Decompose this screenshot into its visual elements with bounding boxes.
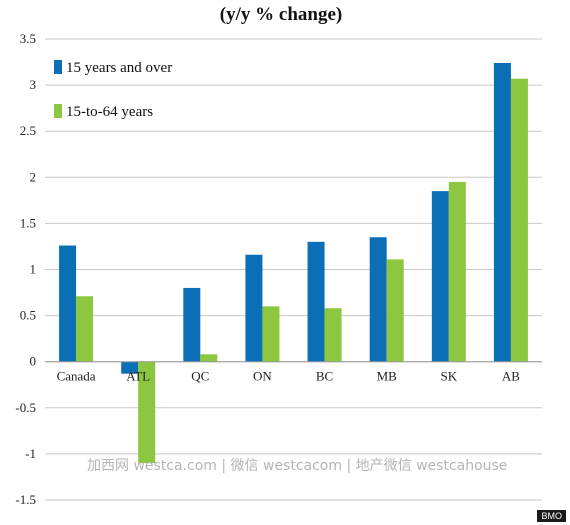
category-label-on: ON: [253, 369, 272, 384]
chart-title: (y/y % change): [220, 4, 342, 25]
bar-15-to-64-years-on: [262, 306, 280, 362]
bar-15-years-and-over-ab: [493, 62, 511, 362]
grid-lines: [45, 38, 542, 501]
legend-label-15-to-64-years: 15-to-64 years: [66, 104, 153, 120]
category-label-mb: MB: [377, 369, 398, 384]
bar-15-to-64-years-bc: [324, 308, 342, 362]
bar-15-to-64-years-qc: [200, 354, 218, 362]
y-tick-label: 3.5: [20, 31, 36, 46]
category-label-sk: SK: [441, 369, 458, 384]
bar-15-to-64-years-sk: [448, 181, 466, 362]
legend-swatch-15-years-and-over: [54, 60, 62, 74]
bar-15-to-64-years-atl: [138, 361, 156, 464]
y-axis-ticks: 3.5 3 2.5 2 1.5 1 0.5 0 -0.5 -1 -1.5: [15, 31, 36, 507]
y-tick-label: 0.5: [20, 308, 36, 323]
source-badge: BMO: [537, 510, 566, 522]
category-label-bc: BC: [316, 369, 333, 384]
y-tick-label: 1.5: [20, 215, 36, 230]
y-tick-label: -1: [25, 446, 36, 461]
y-tick-label: 0: [30, 354, 37, 369]
category-label-canada: Canada: [57, 369, 96, 384]
bar-15-years-and-over-on: [245, 254, 263, 362]
bar-15-to-64-years-ab: [510, 78, 528, 362]
y-tick-label: 2: [30, 169, 37, 184]
y-tick-label: 3: [30, 77, 37, 92]
bar-15-years-and-over-canada: [59, 245, 77, 362]
category-labels: Canada ATL QC ON BC MB SK AB: [57, 369, 521, 384]
bars: [59, 62, 528, 464]
y-tick-label: 2.5: [20, 123, 36, 138]
category-label-atl: ATL: [126, 369, 150, 384]
y-tick-label: 1: [30, 262, 37, 277]
bar-15-years-and-over-mb: [369, 237, 387, 362]
bar-15-years-and-over-bc: [307, 241, 325, 362]
bar-15-years-and-over-qc: [183, 287, 201, 362]
category-label-ab: AB: [502, 369, 520, 384]
legend-label-15-years-and-over: 15 years and over: [66, 60, 172, 76]
bar-15-years-and-over-atl: [121, 361, 139, 374]
bar-15-years-and-over-sk: [431, 191, 449, 362]
y-tick-label: -0.5: [15, 400, 36, 415]
category-label-qc: QC: [191, 369, 209, 384]
bar-15-to-64-years-canada: [76, 296, 94, 362]
bar-15-to-64-years-mb: [386, 259, 404, 362]
y-tick-label: -1.5: [15, 492, 36, 507]
legend-swatch-15-to-64-years: [54, 104, 62, 118]
watermark-text: 加西网 westca.com | 微信 westcacom | 地产微信 wes…: [87, 458, 507, 474]
legend: 15 years and over 15-to-64 years: [54, 60, 172, 120]
